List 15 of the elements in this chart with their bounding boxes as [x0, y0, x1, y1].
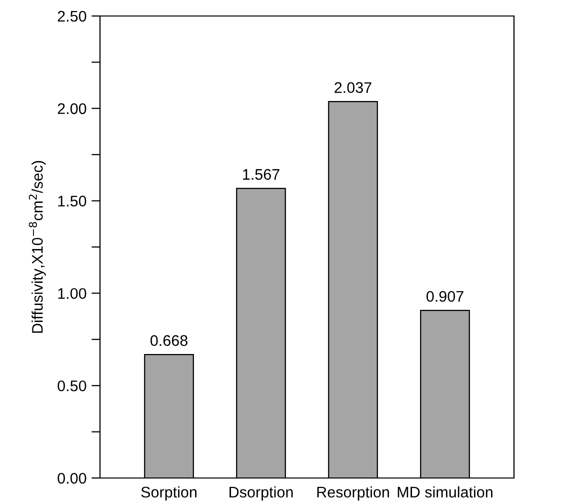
y-tick-label: 2.00: [58, 103, 86, 114]
y-tick-label: 2.50: [58, 10, 86, 22]
x-tick-label: MD simulation: [398, 486, 492, 498]
data-label: 1.567: [243, 169, 280, 180]
data-label: 0.668: [150, 335, 188, 346]
y-tick-label: 0.50: [58, 380, 86, 392]
x-tick-label: Resorption: [317, 486, 389, 501]
y-tick-label: 1.50: [58, 196, 86, 206]
x-tick-label: Dsorption: [230, 486, 293, 501]
y-tick-label: 1.00: [58, 288, 86, 299]
x-tick-label: Sorption: [141, 486, 196, 501]
y-tick-label: 0.00: [58, 472, 86, 484]
data-label: 0.907: [426, 290, 464, 302]
y-axis-title: Diffusivity,X10$^{−8}$cm$^{2}$/sec): [28, 160, 46, 333]
data-label: 2.037: [334, 82, 372, 93]
